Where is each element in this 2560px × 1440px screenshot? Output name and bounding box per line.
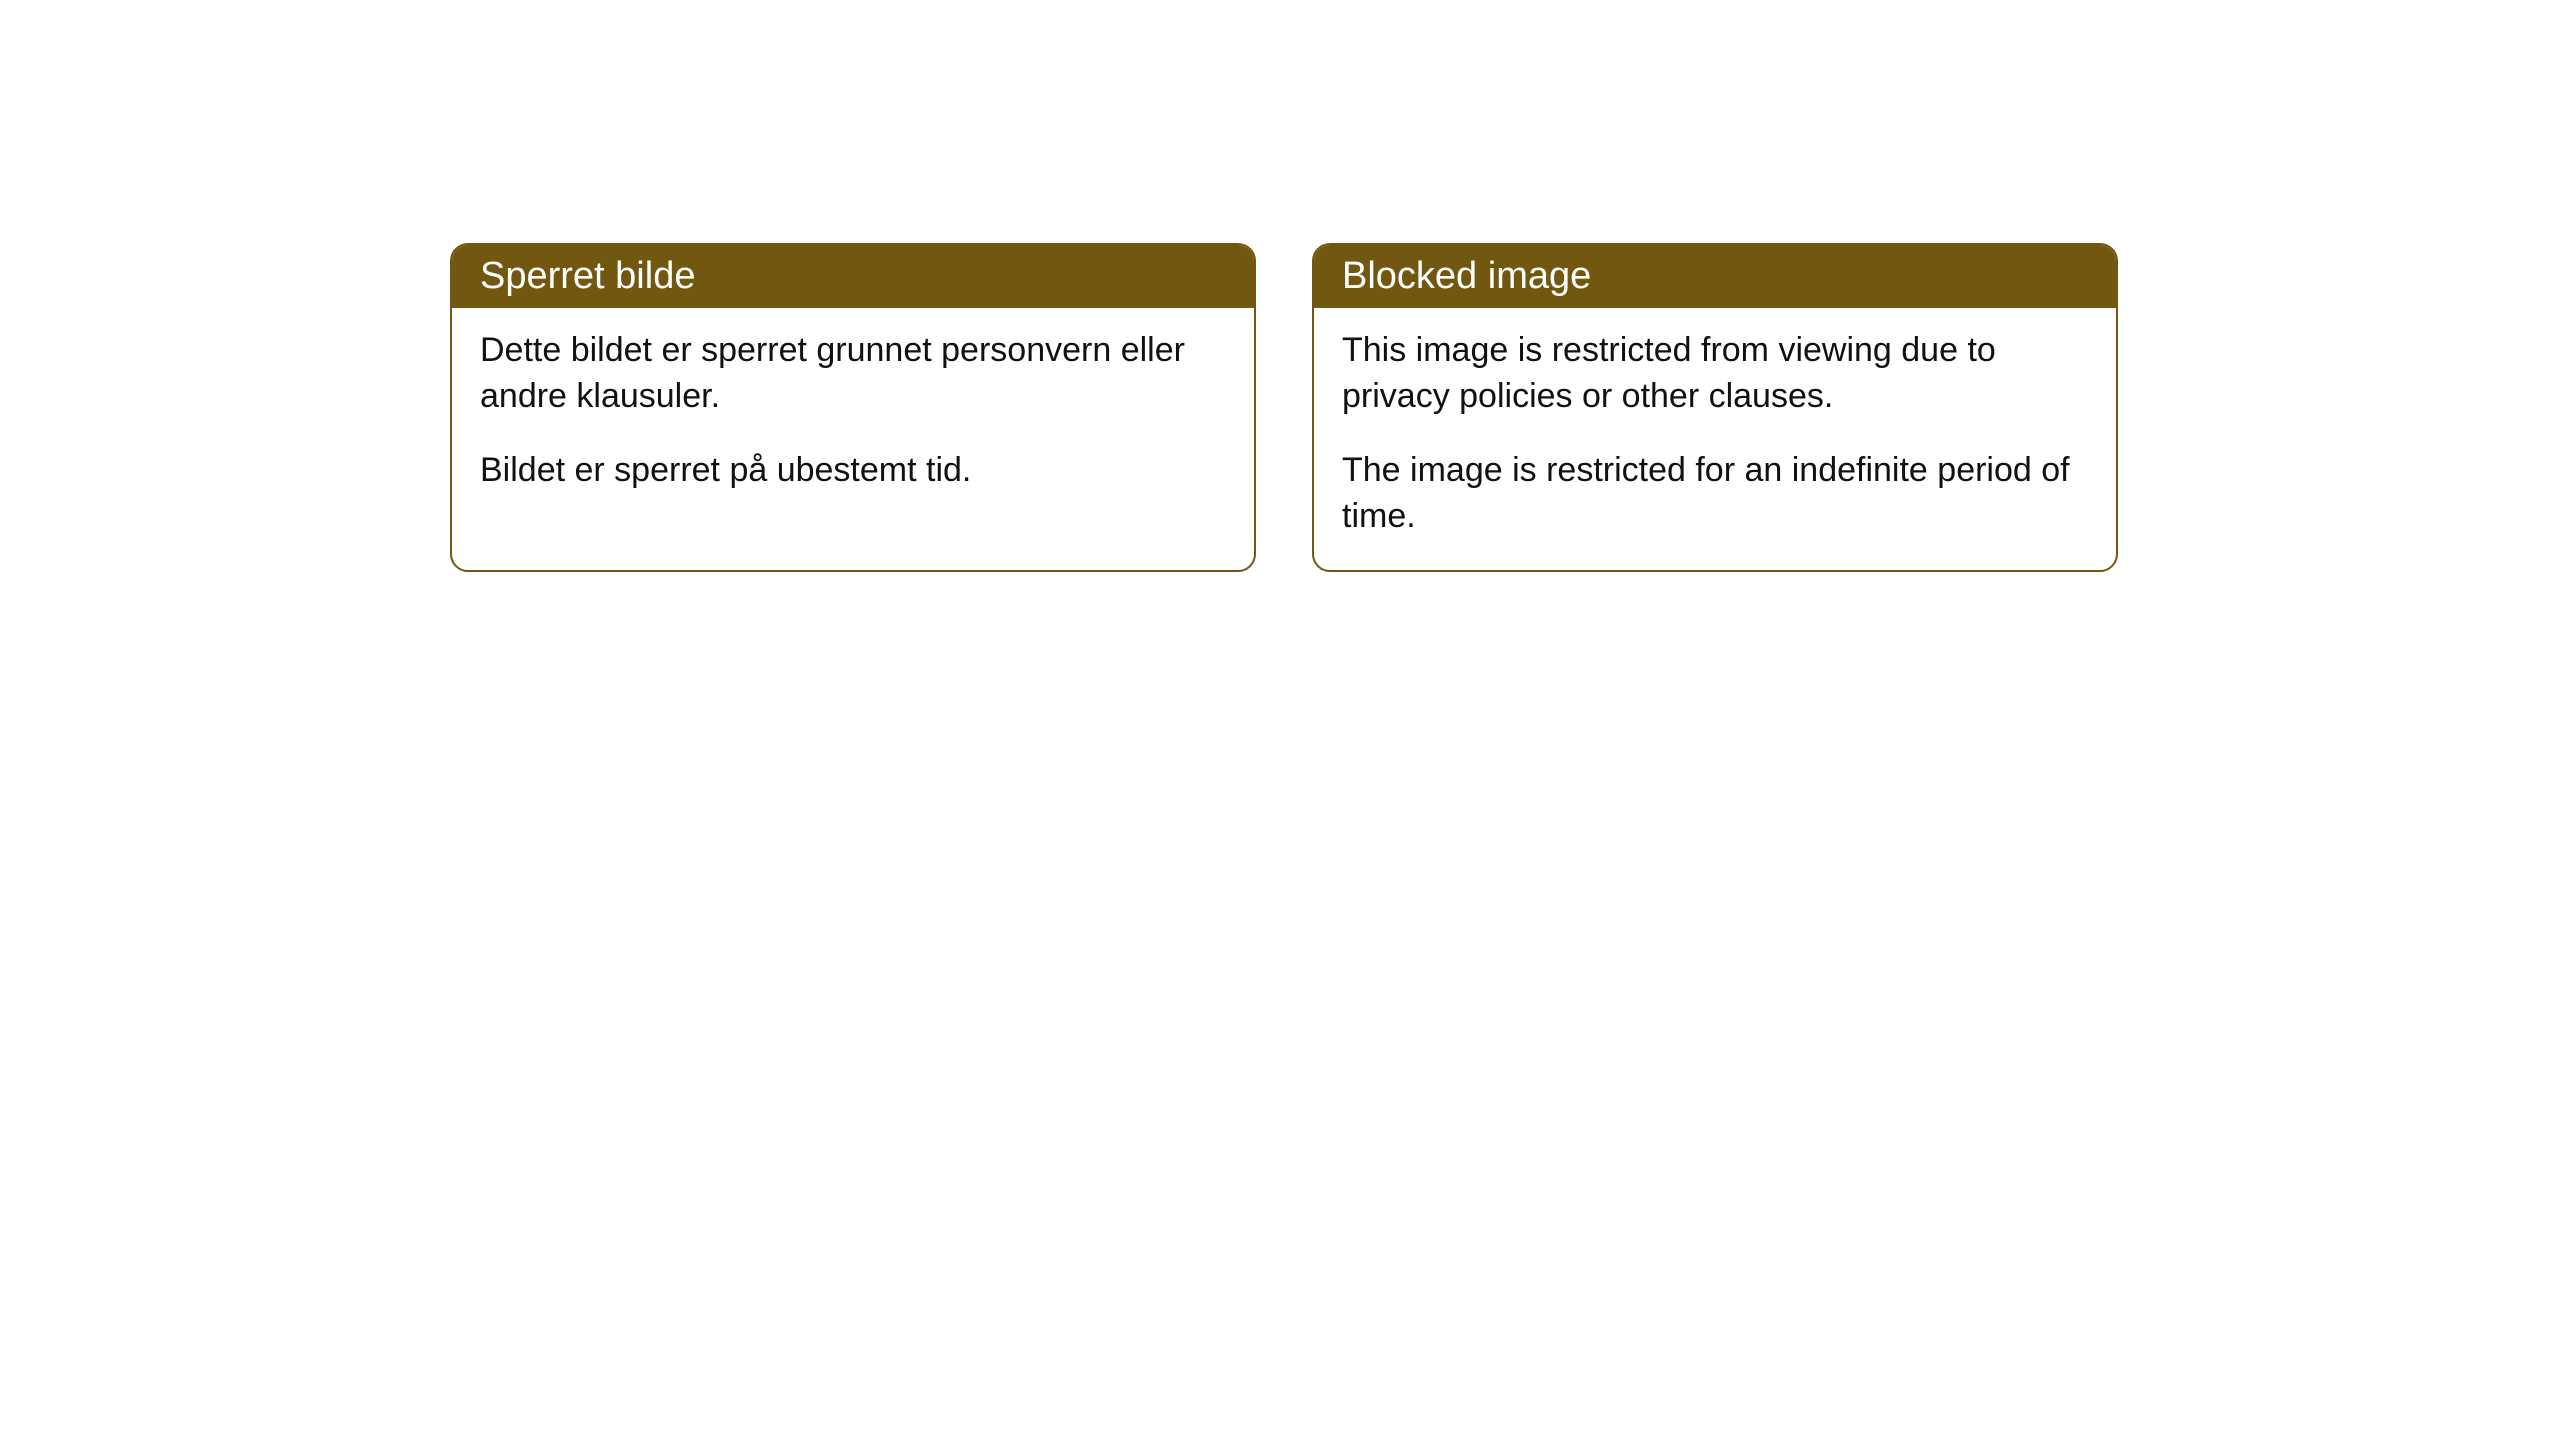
card-header-english: Blocked image (1314, 245, 2116, 308)
card-text-english-1: This image is restricted from viewing du… (1342, 328, 2088, 420)
blocked-image-card-english: Blocked image This image is restricted f… (1312, 243, 2118, 572)
card-text-english-2: The image is restricted for an indefinit… (1342, 448, 2088, 540)
blocked-image-card-norwegian: Sperret bilde Dette bildet er sperret gr… (450, 243, 1256, 572)
card-text-norwegian-2: Bildet er sperret på ubestemt tid. (480, 448, 1226, 494)
card-body-english: This image is restricted from viewing du… (1314, 308, 2116, 570)
card-body-norwegian: Dette bildet er sperret grunnet personve… (452, 308, 1254, 570)
card-header-norwegian: Sperret bilde (452, 245, 1254, 308)
cards-container: Sperret bilde Dette bildet er sperret gr… (450, 243, 2118, 572)
card-text-norwegian-1: Dette bildet er sperret grunnet personve… (480, 328, 1226, 420)
